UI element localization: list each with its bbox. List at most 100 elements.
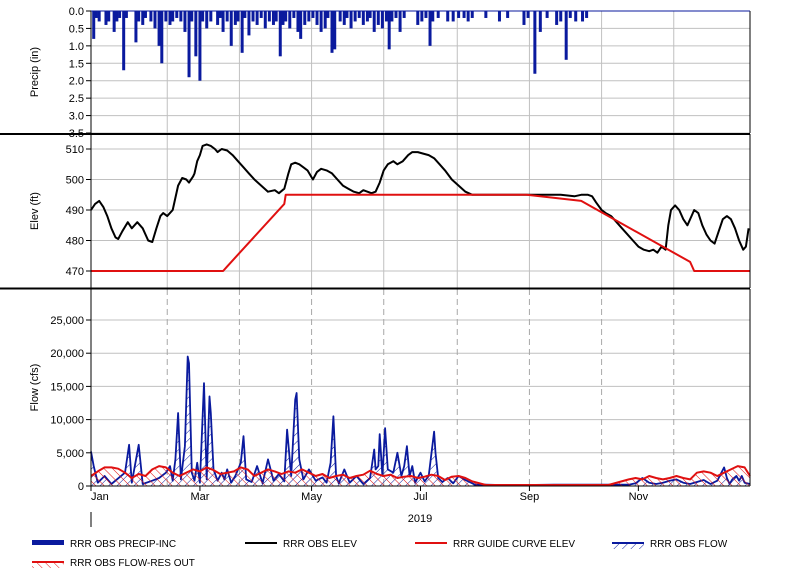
x-tick-label: May: [301, 491, 322, 503]
precip-bar: [545, 11, 549, 18]
precip-bar: [296, 11, 300, 32]
precip-bar: [522, 11, 526, 25]
precip-bar: [345, 11, 349, 18]
legend-swatch-hatch: [612, 543, 644, 549]
precip-bar: [342, 11, 346, 25]
precip-bar: [323, 11, 327, 29]
precip-bar: [307, 11, 311, 22]
precip-bar: [380, 11, 384, 29]
precip-bar: [97, 11, 101, 22]
x-axis-year-label: 2019: [408, 513, 432, 525]
x-tick-label: Mar: [190, 491, 209, 503]
precip-bar: [319, 11, 323, 32]
precip-bar: [221, 11, 225, 32]
y-tick-label: 2.0: [69, 76, 84, 88]
x-tick-label: Nov: [629, 491, 649, 503]
y-tick-label: 0: [78, 481, 84, 493]
precip-bar: [387, 11, 391, 50]
y-tick-label: 15,000: [50, 381, 84, 393]
precip-bar: [122, 11, 126, 71]
y-tick-label: 510: [66, 144, 84, 156]
precip-bar: [311, 11, 315, 18]
precip-bar: [263, 11, 267, 29]
precip-bar: [94, 11, 98, 18]
precip-bar: [398, 11, 402, 32]
y-tick-label: 500: [66, 175, 84, 187]
precip-bar: [281, 11, 285, 25]
precip-bar: [361, 11, 365, 25]
precip-bar: [368, 11, 372, 18]
precip-bar: [251, 11, 255, 22]
precip-bar: [168, 11, 172, 25]
precip-bar: [292, 11, 296, 18]
y-tick-label: 3.0: [69, 111, 84, 123]
precip-bar: [574, 11, 578, 22]
precip-bar: [179, 11, 183, 22]
precip-bar: [190, 11, 194, 22]
precip-bar: [143, 11, 147, 18]
text-layer: 0.0 0.5 1.0 1.5 2.0 2.5 3.0 3.5 Precip (in) 470 48…: [29, 6, 649, 525]
y-tick-label: 25,000: [50, 315, 84, 327]
legend-label: RRR OBS FLOW-RES OUT: [70, 558, 195, 569]
precip-bar: [431, 11, 435, 22]
precip-bar: [506, 11, 510, 18]
legend-label: RRR OBS ELEV: [283, 539, 357, 550]
precip-bar: [153, 11, 157, 29]
precip-bar: [288, 11, 292, 29]
legend-label: RRR OBS PRECIP-INC: [70, 539, 176, 550]
precip-bar: [526, 11, 530, 18]
precip-bar: [497, 11, 501, 22]
y-tick-label: 3.5: [69, 128, 84, 140]
x-tick-label: Jul: [413, 491, 427, 503]
precip-bar: [420, 11, 424, 22]
precip-bar: [394, 11, 398, 18]
precip-bar: [240, 11, 244, 53]
precip-bar: [216, 11, 220, 25]
precip-bar: [353, 11, 357, 22]
precip-bar: [357, 11, 361, 18]
precip-bar: [376, 11, 380, 25]
precip-bar: [247, 11, 251, 36]
precip-bar: [92, 11, 96, 39]
legend-swatch-hatch: [32, 562, 64, 568]
precip-bar: [104, 11, 108, 25]
precip-bar: [326, 11, 330, 18]
precip-bar: [416, 11, 420, 25]
y-axis-title: Elev (ft): [29, 192, 41, 230]
precip-bar: [581, 11, 585, 22]
precip-bar: [349, 11, 353, 29]
precip-bar: [229, 11, 233, 46]
precip-bar: [255, 11, 259, 25]
precip-bar: [303, 11, 307, 25]
precip-bar: [436, 11, 440, 18]
guide-curve-line: [91, 193, 750, 272]
precip-bar: [451, 11, 455, 22]
precip-bar: [538, 11, 542, 32]
precip-bar: [333, 11, 337, 50]
precip-bar: [118, 11, 122, 18]
precip-bar: [278, 11, 282, 57]
precip-bar: [225, 11, 229, 22]
precip-bar: [259, 11, 263, 18]
precip-bar: [428, 11, 432, 46]
precip-bar: [115, 11, 119, 22]
flow-res-out-series-line: [90, 465, 751, 486]
precip-bar: [299, 11, 303, 39]
y-tick-label: 1.0: [69, 41, 84, 53]
y-axis-title: Precip (in): [29, 47, 41, 97]
precip-bar: [462, 11, 466, 18]
legend-swatch-precip: [32, 540, 64, 545]
precip-bar: [424, 11, 428, 18]
y-tick-label: 20,000: [50, 348, 84, 360]
precip-bar: [372, 11, 376, 32]
precip-bar: [198, 11, 202, 81]
precip-bar: [175, 11, 179, 18]
y-tick-label: 0.5: [69, 23, 84, 35]
precip-bar: [194, 11, 198, 57]
precip-bar: [466, 11, 470, 22]
precip-bar: [209, 11, 213, 22]
precip-bar: [137, 11, 141, 22]
legend-label: RRR GUIDE CURVE ELEV: [453, 539, 575, 550]
precip-bar: [585, 11, 589, 18]
precip-bar: [201, 11, 205, 22]
